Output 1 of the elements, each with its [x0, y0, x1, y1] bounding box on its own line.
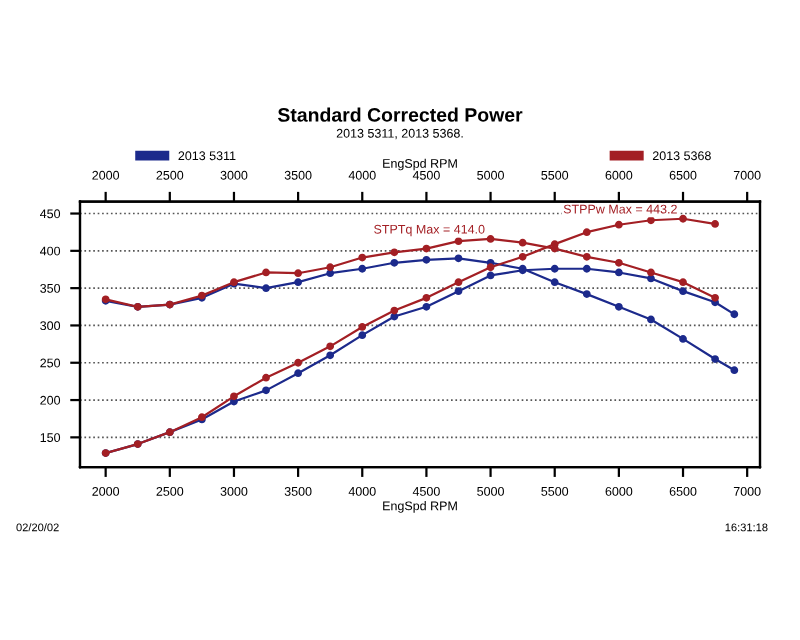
chart-title: Standard Corrected Power — [277, 107, 523, 122]
